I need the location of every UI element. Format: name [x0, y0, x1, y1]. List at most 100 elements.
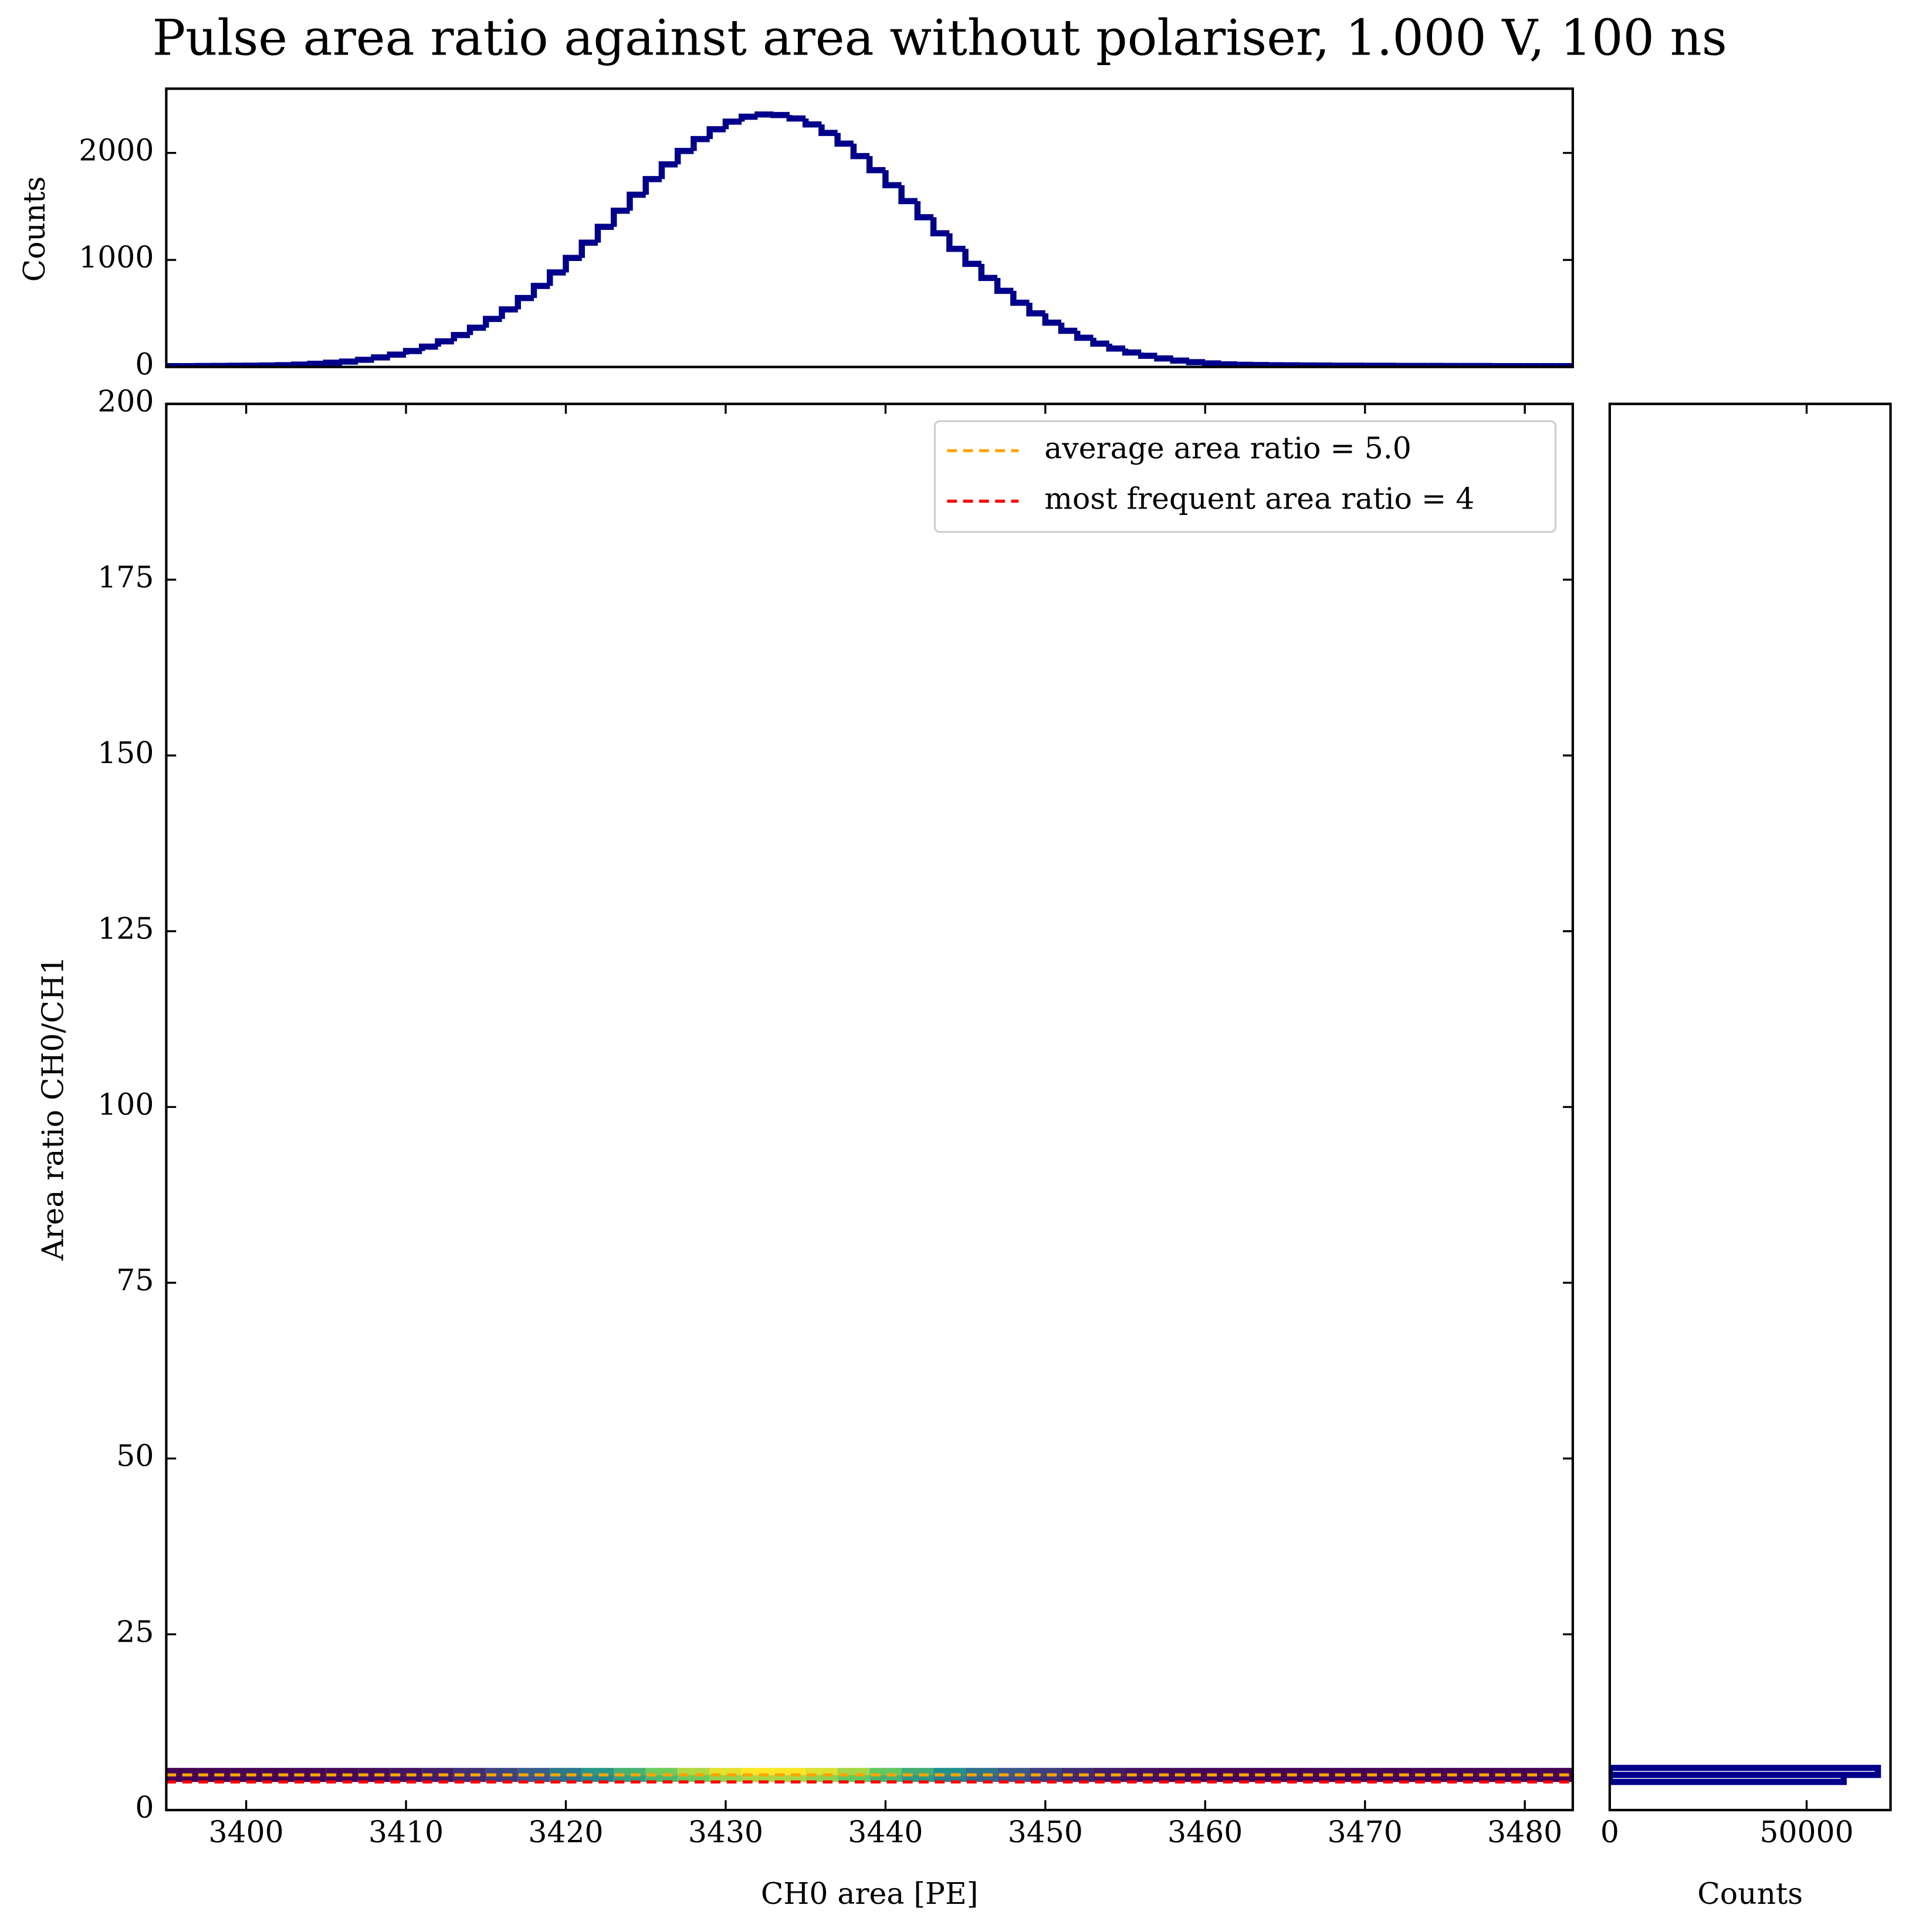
histogram-step	[515, 294, 534, 310]
histogram-step	[1170, 357, 1190, 364]
histogram-step	[610, 207, 630, 227]
histogram-step	[882, 170, 902, 189]
heatmap-cell	[901, 1775, 934, 1782]
heatmap-cell	[1508, 1768, 1541, 1775]
histogram-step	[451, 332, 471, 342]
heatmap-cell	[901, 1768, 934, 1775]
x-tick-label: 3470	[1328, 1815, 1403, 1849]
y-axis-label: Counts	[17, 177, 52, 282]
x-axis-label: Counts	[1697, 1876, 1803, 1911]
heatmap-cell	[358, 1768, 390, 1775]
heatmap-cell	[1444, 1768, 1477, 1775]
panel: 0 1000 2000	[79, 87, 1574, 382]
axes-frame	[1608, 402, 1892, 1812]
x-tick-label: 3430	[688, 1815, 763, 1849]
histogram-step	[1122, 348, 1142, 356]
histogram-step	[962, 249, 981, 267]
heatmap-cell	[1541, 1775, 1573, 1782]
histogram-step	[1202, 360, 1221, 367]
histogram-step	[834, 133, 854, 147]
y-tick-label: 0	[135, 1790, 154, 1825]
y-tick-label: 75	[116, 1263, 154, 1297]
heatmap-cell	[198, 1768, 231, 1775]
heatmap-cell	[1221, 1768, 1253, 1775]
heatmap-cell	[1285, 1775, 1317, 1782]
legend-box	[933, 420, 1557, 533]
heatmap-cell	[453, 1768, 486, 1775]
heatmap-cell	[486, 1775, 518, 1782]
x-tick-label: 3440	[848, 1815, 923, 1849]
heatmap-cell	[517, 1775, 550, 1782]
histogram-step	[802, 118, 822, 128]
heatmap-cell	[933, 1775, 966, 1782]
histogram-step	[691, 135, 710, 151]
heatmap-cell	[550, 1775, 582, 1782]
heatmap-cell	[390, 1775, 422, 1782]
heatmap-cell	[294, 1775, 326, 1782]
plot-area	[166, 111, 1573, 367]
axes-frame	[165, 87, 1574, 368]
y-tick-label: 175	[97, 560, 154, 594]
heatmap-cell	[1157, 1768, 1190, 1775]
y-tick-label: 50	[116, 1439, 154, 1473]
histogram-step	[898, 185, 918, 205]
heatmap-cell	[614, 1775, 646, 1782]
histogram-step	[770, 111, 790, 118]
heatmap-cell	[614, 1768, 646, 1775]
heatmap-cell	[262, 1775, 295, 1782]
heatmap-cell	[773, 1768, 806, 1775]
histogram-step	[627, 191, 646, 211]
histogram-step	[1106, 343, 1126, 352]
plot-area	[166, 1768, 1573, 1784]
histogram-step	[1010, 290, 1030, 306]
heatmap-cell	[1285, 1768, 1317, 1775]
y-tick-label: 100	[97, 1087, 154, 1121]
heatmap-cell	[1189, 1768, 1221, 1775]
y-tick-label: 25	[116, 1614, 154, 1649]
y-axis-label: Area ratio CH0/CH1	[35, 956, 70, 1261]
histogram-step	[499, 306, 518, 319]
histogram-step	[978, 263, 998, 282]
histogram-step	[946, 233, 966, 252]
heatmap-cell	[326, 1768, 358, 1775]
heatmap-cell	[837, 1775, 870, 1782]
heatmap-cell	[1125, 1775, 1157, 1782]
axes-frame	[165, 402, 1574, 1812]
panel: 0 50000	[1600, 402, 1892, 1849]
histogram-step	[738, 113, 758, 122]
heatmap-cell	[1477, 1768, 1509, 1775]
heatmap-cell	[997, 1775, 1030, 1782]
heatmap-cell	[166, 1768, 198, 1775]
histogram-step	[563, 255, 582, 273]
heatmap-cell	[230, 1768, 262, 1775]
histogram-step	[1074, 330, 1094, 341]
heatmap-cell	[997, 1768, 1030, 1775]
x-tick-label: 3450	[1008, 1815, 1083, 1849]
heatmap-cell	[1316, 1768, 1349, 1775]
y-tick-label: 1000	[79, 240, 154, 274]
histogram-step	[706, 126, 726, 140]
x-tick-label: 3410	[368, 1815, 444, 1849]
heatmap-cell	[550, 1768, 582, 1775]
histogram-step	[866, 156, 886, 174]
heatmap-cell	[1157, 1775, 1190, 1782]
heatmap-cell	[869, 1768, 902, 1775]
histogram-step	[818, 124, 838, 136]
histogram-step	[594, 223, 614, 243]
legend-label: most frequent area ratio = 4	[1044, 481, 1474, 516]
histogram-step	[658, 161, 678, 179]
heatmap-cell	[1061, 1768, 1094, 1775]
heatmap-cell	[486, 1768, 518, 1775]
x-tick-label: 3420	[528, 1815, 603, 1849]
histogram-step	[371, 354, 390, 361]
heatmap-cell	[1125, 1768, 1157, 1775]
histogram-step	[578, 239, 598, 258]
heatmap-cell	[1221, 1775, 1253, 1782]
histogram-step	[850, 143, 870, 160]
histogram-step	[1186, 359, 1206, 365]
histogram-step	[275, 362, 295, 367]
heatmap-cell	[422, 1768, 454, 1775]
histogram-step	[530, 283, 550, 299]
histogram-step	[435, 338, 454, 347]
